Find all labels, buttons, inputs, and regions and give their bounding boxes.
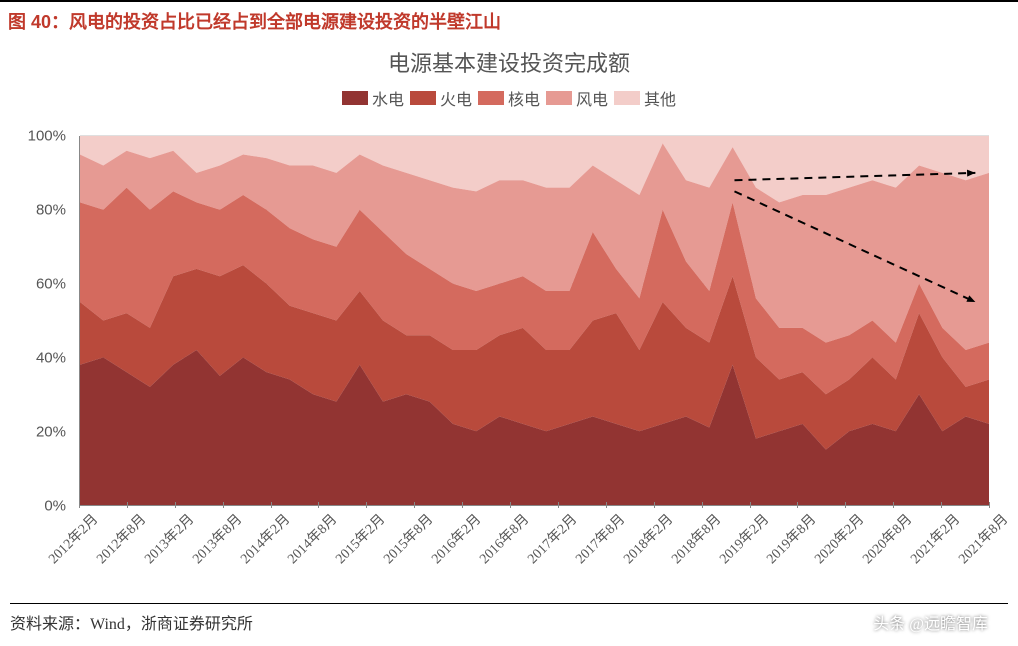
x-tick [654, 502, 655, 508]
x-tick-label: 2014年8月 [283, 509, 342, 568]
x-tick-label: 2017年8月 [570, 509, 629, 568]
header-bar: 图 40：风电的投资占比已经占到全部电源建设投资的半壁江山 [0, 0, 1018, 38]
x-tick-label: 2014年2月 [235, 509, 294, 568]
y-tick-label: 0% [44, 498, 66, 515]
legend-item: 水电 [342, 86, 404, 110]
chart-title: 电源基本建设投资完成额 [9, 46, 1009, 78]
y-tick-label: 100% [28, 128, 66, 145]
area-chart-svg [80, 136, 989, 505]
x-tick-label: 2013年2月 [139, 509, 198, 568]
x-tick [223, 502, 224, 508]
legend-item: 核电 [478, 86, 540, 110]
x-tick-label: 2017年2月 [522, 509, 581, 568]
x-tick-label: 2020年2月 [810, 509, 869, 568]
y-tick-label: 80% [36, 202, 66, 219]
y-tick-label: 60% [36, 276, 66, 293]
x-tick-label: 2021年2月 [905, 509, 964, 568]
watermark: 头条 @远瞻智库 [873, 610, 1008, 634]
x-tick-label: 2016年8月 [474, 509, 533, 568]
x-tick-label: 2020年8月 [858, 509, 917, 568]
x-tick-label: 2013年8月 [187, 509, 246, 568]
legend-swatch [478, 91, 504, 105]
y-tick-label: 40% [36, 350, 66, 367]
x-tick [941, 502, 942, 508]
chart-container: 电源基本建设投资完成额 水电 火电 核电 风电 其他 0% 20% 40% 60% 80% 100… [9, 46, 1009, 586]
source-label: 资料来源：Wind，浙商证券研究所 [10, 610, 253, 634]
footer: 资料来源：Wind，浙商证券研究所 头条 @远瞻智库 [10, 603, 1008, 634]
legend-label: 风电 [576, 86, 608, 110]
x-tick [462, 502, 463, 508]
legend-item: 风电 [546, 86, 608, 110]
x-tick-label: 2015年8月 [379, 509, 438, 568]
legend-swatch [546, 91, 572, 105]
x-tick-label: 2021年8月 [953, 509, 1012, 568]
x-tick [893, 502, 894, 508]
x-tick-label: 2018年8月 [666, 509, 725, 568]
x-tick [750, 502, 751, 508]
x-tick-label: 2019年8月 [762, 509, 821, 568]
x-tick [558, 502, 559, 508]
y-tick-label: 20% [36, 424, 66, 441]
x-tick [606, 502, 607, 508]
legend-item: 火电 [410, 86, 472, 110]
figure-caption: 图 40：风电的投资占比已经占到全部电源建设投资的半壁江山 [8, 12, 501, 32]
x-tick [271, 502, 272, 508]
plot-area [79, 136, 989, 506]
x-tick-label: 2012年8月 [91, 509, 150, 568]
legend-label: 其他 [644, 86, 676, 110]
x-axis: 2012年2月2012年8月2013年2月2013年8月2014年2月2014年… [79, 508, 989, 608]
x-tick [510, 502, 511, 508]
y-axis: 0%20%40%60%80%100% [9, 136, 74, 506]
x-tick [797, 502, 798, 508]
legend-swatch [410, 91, 436, 105]
x-tick-label: 2012年2月 [43, 509, 102, 568]
x-tick-label: 2016年2月 [427, 509, 486, 568]
x-tick-label: 2018年2月 [618, 509, 677, 568]
legend-label: 水电 [372, 86, 404, 110]
x-tick [845, 502, 846, 508]
legend-label: 火电 [440, 86, 472, 110]
x-tick [175, 502, 176, 508]
legend-label: 核电 [508, 86, 540, 110]
x-tick [318, 502, 319, 508]
x-tick [79, 502, 80, 508]
legend-swatch [342, 91, 368, 105]
x-tick [414, 502, 415, 508]
x-tick [366, 502, 367, 508]
legend-swatch [614, 91, 640, 105]
x-tick [702, 502, 703, 508]
x-tick-label: 2019年2月 [714, 509, 773, 568]
x-tick [127, 502, 128, 508]
x-tick-label: 2015年2月 [331, 509, 390, 568]
x-tick [989, 502, 990, 508]
chart-legend: 水电 火电 核电 风电 其他 [9, 86, 1009, 110]
legend-item: 其他 [614, 86, 676, 110]
